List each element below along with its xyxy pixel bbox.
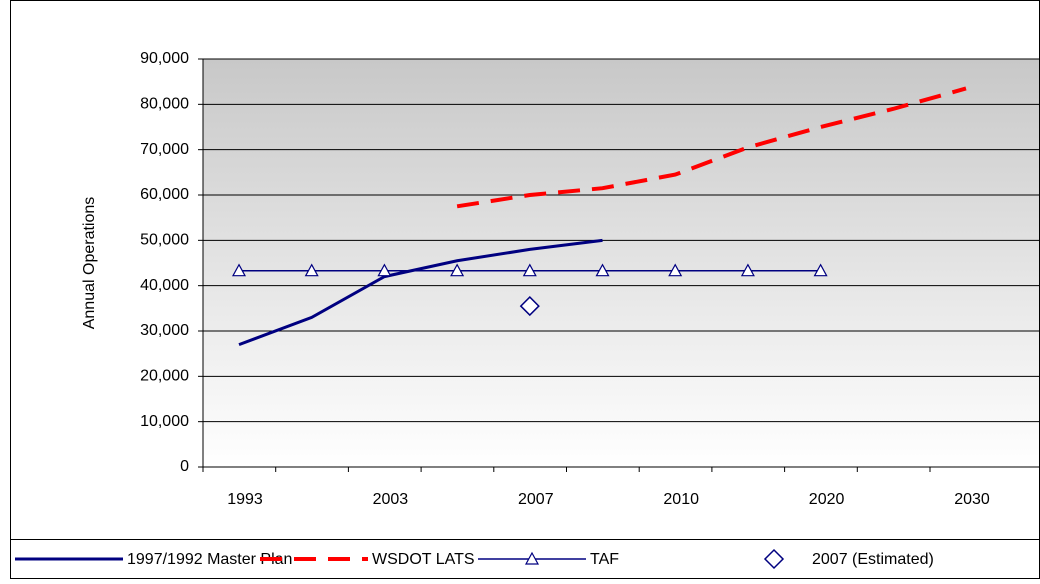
- legend-label: WSDOT LATS: [372, 551, 475, 568]
- point: [519, 296, 540, 317]
- legend-swatch: [763, 548, 785, 570]
- point: [813, 263, 828, 277]
- x-tick-label: 2020: [809, 491, 845, 508]
- plot-area: [203, 59, 1039, 467]
- point: [595, 263, 610, 277]
- legend-swatch: [524, 551, 540, 565]
- series-line: [238, 238, 603, 347]
- y-tick-label: 20,000: [140, 368, 189, 385]
- point: [668, 263, 683, 277]
- legend-label: 1997/1992 Master Plan: [127, 551, 292, 568]
- y-tick-label: 90,000: [140, 50, 189, 67]
- y-tick-label: 60,000: [140, 186, 189, 203]
- legend-label: 2007 (Estimated): [812, 551, 934, 568]
- x-tick-label: 1993: [227, 491, 263, 508]
- y-tick-label: 40,000: [140, 277, 189, 294]
- point: [377, 263, 392, 277]
- y-tick-label: 30,000: [140, 322, 189, 339]
- point: [231, 263, 247, 277]
- legend-label: TAF: [590, 551, 619, 568]
- point: [740, 263, 755, 277]
- point: [522, 263, 537, 277]
- y-tick-label: 10,000: [140, 413, 189, 430]
- y-tick-label: 80,000: [140, 96, 189, 113]
- y-tick-label: 0: [180, 458, 189, 475]
- point: [450, 263, 465, 277]
- y-tick-label: 70,000: [140, 141, 189, 158]
- y-tick-label: 50,000: [140, 232, 189, 249]
- y-axis-label: Annual Operations: [81, 197, 98, 330]
- x-tick-label: 2030: [954, 491, 990, 508]
- series-line: [456, 86, 967, 209]
- x-tick-label: 2003: [373, 491, 409, 508]
- point: [304, 263, 319, 277]
- x-tick-label: 2010: [663, 491, 699, 508]
- x-tick-label: 2007: [518, 491, 554, 508]
